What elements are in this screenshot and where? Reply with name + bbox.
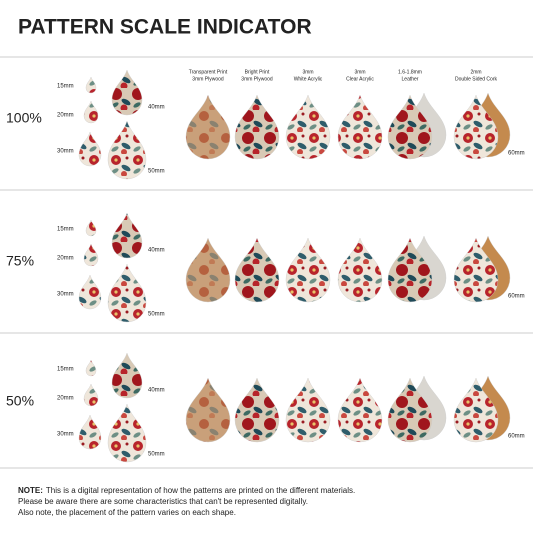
teardrop xyxy=(234,377,280,443)
material-line1: 3mm xyxy=(354,69,365,75)
teardrop xyxy=(111,212,143,259)
material-line1: Transparent Print xyxy=(189,69,228,75)
material-line2: Double Sided Cork xyxy=(455,76,497,82)
note-label: NOTE: xyxy=(18,486,43,495)
size-label: 15mm xyxy=(57,84,74,90)
teardrop xyxy=(337,237,383,303)
size-label: 40mm xyxy=(148,105,165,111)
size-label: 50mm xyxy=(148,452,165,458)
size-label: 30mm xyxy=(57,292,74,298)
teardrop xyxy=(85,76,97,94)
teardrop xyxy=(185,94,231,160)
size-label: 15mm xyxy=(57,227,74,233)
material-line1: Bright Print xyxy=(245,69,270,75)
teardrop xyxy=(285,377,331,443)
size-label: 40mm xyxy=(148,388,165,394)
teardrop xyxy=(85,359,97,377)
material-line2: Clear Acrylic xyxy=(346,76,374,82)
teardrop xyxy=(453,94,499,160)
teardrop xyxy=(78,274,102,310)
teardrop xyxy=(111,69,143,116)
teardrop xyxy=(337,377,383,443)
material-line1: 1.6-1.8mm xyxy=(398,69,422,75)
material-line2: Leather xyxy=(402,76,419,82)
teardrop xyxy=(107,403,147,463)
teardrop xyxy=(387,377,433,443)
scale-label: 100% xyxy=(6,110,42,126)
size-label: 40mm xyxy=(148,248,165,254)
teardrop xyxy=(387,94,433,160)
teardrop xyxy=(83,100,99,124)
teardrop xyxy=(285,94,331,160)
note-line: NOTE: This is a digital representation of… xyxy=(18,486,355,495)
size-label: 60mm xyxy=(508,294,525,300)
teardrop xyxy=(285,237,331,303)
teardrop xyxy=(85,219,97,237)
size-label: 50mm xyxy=(148,169,165,175)
material-line2: 3mm Plywood xyxy=(192,76,224,82)
size-label: 30mm xyxy=(57,432,74,438)
material-line2: White Acrylic xyxy=(294,76,323,82)
teardrop xyxy=(107,263,147,323)
size-label: 60mm xyxy=(508,151,525,157)
note-line: Please be aware there are some character… xyxy=(18,497,308,506)
note-line: Also note, the placement of the pattern … xyxy=(18,508,236,517)
teardrop xyxy=(111,352,143,399)
teardrop xyxy=(78,131,102,167)
teardrop xyxy=(453,377,499,443)
size-label: 20mm xyxy=(57,256,74,262)
scale-label: 75% xyxy=(6,253,34,269)
teardrop xyxy=(185,377,231,443)
size-label: 30mm xyxy=(57,149,74,155)
teardrop xyxy=(83,383,99,407)
note-text: This is a digital representation of how … xyxy=(46,486,355,495)
size-label: 20mm xyxy=(57,396,74,402)
teardrop xyxy=(234,237,280,303)
material-line1: 2mm xyxy=(470,69,481,75)
teardrop xyxy=(185,237,231,303)
teardrop xyxy=(387,237,433,303)
teardrop xyxy=(234,94,280,160)
size-label: 15mm xyxy=(57,367,74,373)
teardrop xyxy=(83,243,99,267)
page-title: PATTERN SCALE INDICATOR xyxy=(18,16,312,39)
teardrop xyxy=(107,120,147,180)
size-label: 60mm xyxy=(508,434,525,440)
scale-label: 50% xyxy=(6,393,34,409)
material-line2: 3mm Plywood xyxy=(241,76,273,82)
size-label: 50mm xyxy=(148,312,165,318)
material-line1: 3mm xyxy=(302,69,313,75)
size-label: 20mm xyxy=(57,113,74,119)
teardrop xyxy=(453,237,499,303)
teardrop xyxy=(78,414,102,450)
teardrop xyxy=(337,94,383,160)
